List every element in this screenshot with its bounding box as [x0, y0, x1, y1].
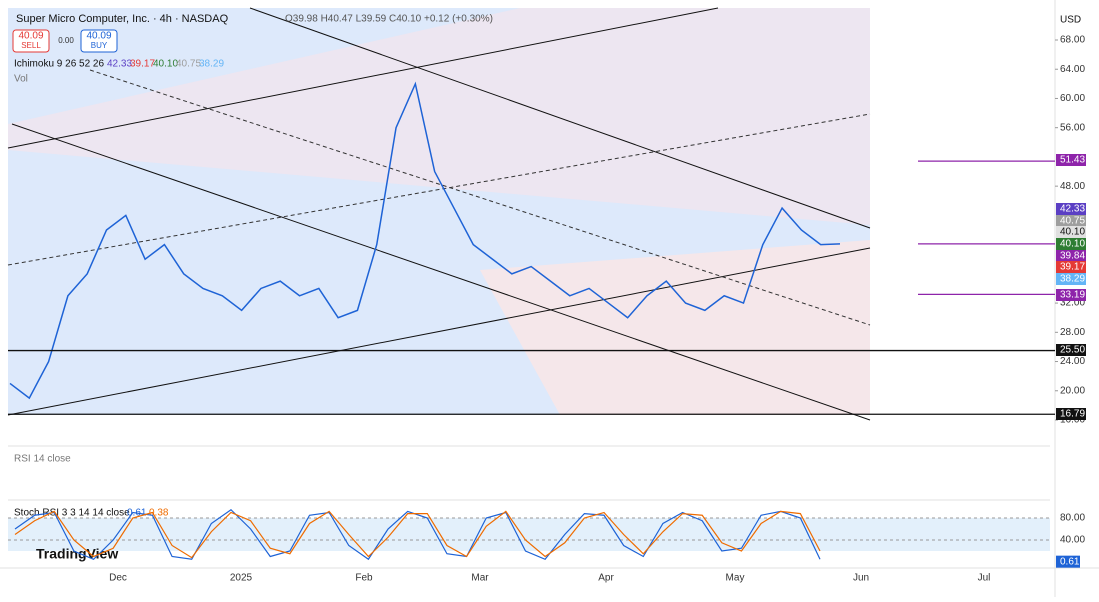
price-badge-label: 42.33 [1060, 204, 1085, 215]
vol-label: Vol [14, 74, 28, 85]
ichimoku-value: 38.29 [199, 59, 224, 70]
bg-zone [8, 8, 870, 225]
stoch-band [8, 518, 1050, 551]
spread: 0.00 [58, 36, 74, 45]
x-tick-label: 2025 [230, 573, 253, 584]
y-tick-label: 56.00 [1060, 122, 1085, 133]
price-badge-label: 39.84 [1060, 251, 1085, 262]
price-badge [1056, 154, 1086, 166]
ichimoku-value: 40.75 [176, 59, 201, 70]
price-badge [1056, 215, 1086, 227]
price-badge [1056, 250, 1086, 262]
bg-zone [480, 240, 870, 415]
y-tick-label: 16.00 [1060, 415, 1085, 426]
stoch-line [14, 510, 821, 559]
channel-mid [89, 69, 871, 326]
price-badge [1056, 273, 1086, 285]
price-badge [1056, 408, 1086, 420]
y-tick-label: 80.00 [1060, 513, 1085, 524]
y-tick-label: 68.00 [1060, 35, 1085, 46]
y-tick-label: 60.00 [1060, 93, 1085, 104]
price-badge-label: 40.10 [1060, 227, 1085, 238]
y-tick-label: 64.00 [1060, 64, 1085, 75]
price-badge [1056, 226, 1086, 238]
stoch-d-value: 0.38 [149, 508, 169, 519]
sell-button[interactable] [12, 29, 50, 53]
stoch-badge [1056, 555, 1080, 568]
price-line [9, 81, 841, 400]
x-tick-label: Feb [355, 573, 373, 584]
y-tick-label: 48.00 [1060, 181, 1085, 192]
price-badge-label: 33.19 [1060, 290, 1085, 301]
x-tick-label: Apr [598, 573, 614, 584]
channel-line [249, 7, 871, 229]
price-badge [1056, 289, 1086, 301]
symbol: Super Micro Computer, Inc. · 4h · NASDAQ [16, 13, 229, 25]
price-badge [1056, 238, 1086, 250]
y-tick-label: 20.00 [1060, 385, 1085, 396]
ichimoku-value: 39.17 [130, 59, 155, 70]
currency[interactable]: USD [1060, 15, 1081, 26]
buy-label: BUY [91, 41, 108, 50]
price-badge [1056, 203, 1086, 215]
ichimoku-value: 40.10 [153, 59, 178, 70]
price-badge-label: 25.50 [1060, 345, 1085, 356]
price-badge [1056, 344, 1086, 356]
ohlc: O39.98 H40.47 L39.59 C40.10 +0.12 (+0.30… [285, 14, 493, 25]
x-tick-label: May [726, 573, 745, 584]
price-badge-label: 38.29 [1060, 274, 1085, 285]
price-badge-label: 39.17 [1060, 262, 1085, 273]
x-tick-label: Dec [109, 573, 127, 584]
price-badge-label: 40.75 [1060, 216, 1085, 227]
rsi-label: RSI 14 close [14, 454, 71, 465]
channel-line [11, 123, 871, 421]
x-tick-label: Jul [978, 573, 991, 584]
price-badge-label: 16.79 [1060, 409, 1085, 420]
x-tick-label: Mar [471, 573, 489, 584]
buy-button[interactable] [80, 29, 118, 53]
logo: TradingView [36, 546, 118, 562]
price-badge [1056, 261, 1086, 273]
channel-line [7, 7, 719, 149]
y-tick-label: 32.00 [1060, 298, 1085, 309]
price-badge-label: 40.10 [1060, 239, 1085, 250]
price-badge-label: 51.43 [1060, 155, 1085, 166]
ichimoku-label: Ichimoku 9 26 52 26 [14, 59, 104, 70]
sell-price: 40.09 [18, 31, 43, 42]
ichimoku-value: 42.33 [107, 59, 132, 70]
x-tick-label: Jun [853, 573, 869, 584]
sell-label: SELL [21, 41, 41, 50]
channel-mid [7, 113, 871, 266]
y-tick-label: 24.00 [1060, 356, 1085, 367]
y-tick-label: 28.00 [1060, 327, 1085, 338]
stoch-badge-label: 0.61 [1060, 556, 1080, 567]
stoch-label: Stoch RSI 3 3 14 14 close [14, 508, 130, 519]
buy-price: 40.09 [86, 31, 111, 42]
y-tick-label: 40.00 [1060, 535, 1085, 546]
channel-line [7, 247, 871, 416]
